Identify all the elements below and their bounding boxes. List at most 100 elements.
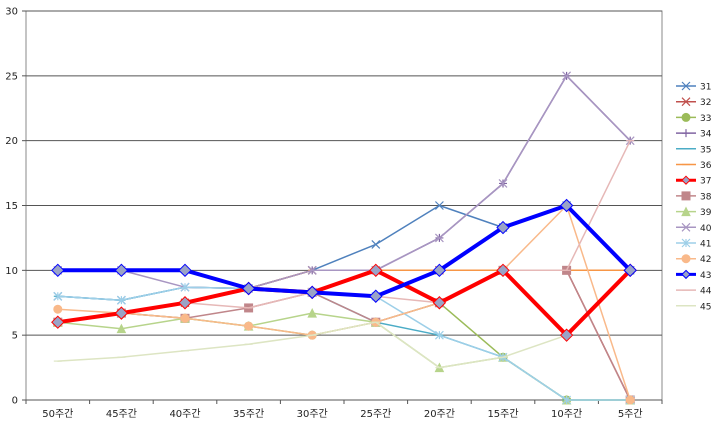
x-tick-label: 10주간	[551, 408, 582, 420]
x-tick-label: 20주간	[424, 408, 455, 420]
legend-item: 39	[676, 206, 712, 218]
data-point	[681, 191, 691, 201]
legend-item: 36	[676, 161, 712, 171]
x-tick-label: 50주간	[42, 408, 73, 420]
data-point	[114, 306, 129, 320]
data-point	[114, 263, 129, 278]
legend-label: 38	[700, 192, 712, 202]
data-point	[562, 71, 572, 81]
data-point	[681, 175, 691, 185]
series-line	[55, 203, 633, 299]
legend-label: 36	[700, 161, 712, 171]
legend-item: 32	[676, 97, 711, 108]
legend-item: 42	[676, 254, 711, 265]
legend-label: 43	[700, 271, 711, 281]
y-tick-label: 10	[5, 266, 18, 277]
y-tick-label: 20	[5, 136, 18, 147]
data-point	[53, 291, 63, 301]
legend-label: 34	[700, 130, 712, 140]
x-tick-label: 45주간	[106, 408, 137, 420]
data-point	[681, 269, 691, 280]
legend-label: 32	[700, 98, 711, 108]
data-point	[432, 296, 447, 310]
data-point	[681, 254, 691, 264]
x-tick-label: 25주간	[360, 408, 391, 420]
data-point	[681, 97, 691, 107]
series-37	[51, 263, 637, 342]
data-point	[681, 81, 691, 91]
data-point	[432, 263, 447, 278]
data-point	[178, 296, 192, 310]
legend-label: 41	[700, 240, 711, 250]
legend-item: 31	[676, 81, 711, 93]
data-point	[178, 263, 192, 278]
data-point	[434, 201, 444, 210]
data-point	[241, 281, 256, 296]
data-point	[434, 233, 444, 243]
legend-item: 40	[676, 222, 712, 234]
data-point	[53, 304, 63, 314]
legend-item: 43	[676, 269, 711, 281]
legend-label: 44	[700, 287, 712, 297]
data-point	[559, 198, 574, 213]
x-tick-label: 40주간	[169, 408, 200, 420]
legend-label: 37	[700, 177, 711, 187]
data-point	[51, 263, 65, 278]
legend-label: 42	[700, 255, 711, 265]
legend-item: 44	[676, 287, 712, 297]
legend-label: 33	[700, 114, 711, 124]
data-point	[682, 129, 690, 138]
data-point	[625, 395, 635, 405]
x-tick-label: 15주간	[487, 408, 518, 420]
data-point	[180, 313, 190, 323]
x-axis: 50주간 45주간 40주간 35주간 30주간 25주간 20주간 15주간 10주간 5주간	[25, 399, 663, 420]
y-tick-label: 30	[5, 7, 18, 18]
series-line	[55, 268, 633, 338]
legend-item: 41	[676, 238, 711, 250]
legend-item: 37	[676, 175, 711, 187]
legend-item: 38	[676, 191, 712, 202]
data-point	[369, 289, 383, 303]
legend: 31 32 33 34 35 36 37 38 39 40 41 42 43 44 45	[676, 81, 712, 312]
x-tick-label: 30주간	[297, 408, 328, 420]
data-point	[496, 220, 510, 235]
data-point	[305, 285, 319, 300]
data-point	[116, 323, 127, 334]
legend-label: 40	[700, 224, 712, 234]
legend-label: 39	[700, 208, 712, 218]
x-tick-label: 35주간	[233, 408, 264, 420]
series-group	[51, 71, 637, 405]
data-point	[559, 328, 574, 342]
y-axis: 0 5 10 15 20 25 30	[5, 7, 26, 407]
data-point	[681, 222, 691, 232]
y-tick-label: 15	[5, 201, 18, 212]
y-tick-label: 0	[12, 396, 18, 407]
legend-label: 31	[700, 83, 711, 93]
data-point	[307, 308, 318, 318]
data-point	[496, 263, 510, 278]
y-tick-label: 25	[5, 71, 18, 82]
legend-label: 45	[700, 302, 711, 312]
data-point	[369, 263, 383, 278]
series-line	[57, 75, 631, 290]
legend-item: 34	[676, 129, 712, 140]
data-point	[307, 265, 317, 275]
data-point	[681, 112, 691, 122]
data-point	[681, 206, 691, 217]
x-tick-label: 5주간	[618, 408, 643, 420]
data-point	[562, 395, 572, 405]
data-point	[116, 295, 126, 305]
series-43	[51, 198, 637, 303]
series-line	[57, 269, 631, 369]
data-point	[623, 263, 637, 278]
legend-item: 33	[676, 112, 711, 124]
data-point	[244, 321, 254, 331]
data-point	[434, 330, 444, 340]
data-point	[681, 238, 691, 248]
legend-item: 45	[676, 302, 711, 312]
legend-item: 35	[676, 145, 711, 155]
data-point	[180, 282, 190, 292]
data-point	[51, 315, 65, 329]
